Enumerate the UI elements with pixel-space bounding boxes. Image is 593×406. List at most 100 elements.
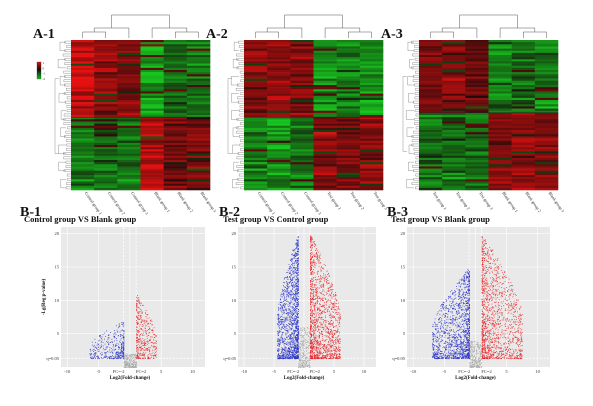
heatmap-cell <box>465 97 489 101</box>
heatmap-cell <box>94 40 118 43</box>
heatmap-cell <box>359 85 384 88</box>
heatmap-cell <box>290 102 314 105</box>
data-point-up <box>311 273 312 275</box>
data-point-ns <box>129 365 131 367</box>
heatmap-cell <box>163 125 188 129</box>
data-point-up <box>317 278 319 280</box>
heatmap-cell <box>290 130 314 133</box>
data-point-down <box>295 299 297 301</box>
data-point-up <box>314 355 316 357</box>
heatmap-cell <box>534 140 559 144</box>
data-point-up <box>142 357 144 359</box>
data-point-up <box>333 337 335 339</box>
data-point-down <box>279 304 281 306</box>
heatmap-cell <box>140 61 164 64</box>
heatmap-cell <box>163 74 188 77</box>
data-point-up <box>140 343 142 345</box>
data-point-down <box>107 335 109 336</box>
data-point-up <box>331 344 333 346</box>
data-point-down <box>293 310 295 312</box>
data-point-down <box>289 334 291 336</box>
heatmap-cell <box>71 55 95 58</box>
data-point-down <box>116 329 118 331</box>
heatmap-cell <box>267 108 291 112</box>
data-point-up <box>310 273 312 275</box>
data-point-up <box>145 320 147 322</box>
data-point-down <box>291 314 293 316</box>
heatmap-cell <box>163 153 188 157</box>
data-point-down <box>292 283 294 285</box>
data-point-down <box>295 358 297 360</box>
heatmap-cell <box>442 155 466 159</box>
data-point-down <box>119 336 121 337</box>
data-point-down <box>90 353 92 355</box>
data-point-up <box>149 332 151 334</box>
data-point-down <box>292 320 294 321</box>
data-point-up <box>311 335 313 336</box>
data-point-down <box>295 301 297 303</box>
data-point-down <box>117 335 119 336</box>
heatmap-cell <box>534 127 559 131</box>
data-point-up <box>149 353 151 354</box>
heatmap-cell <box>186 175 211 178</box>
data-point-up <box>337 308 339 310</box>
data-point-down <box>286 284 288 286</box>
data-point-down <box>296 289 298 290</box>
data-point-up <box>136 309 137 311</box>
data-point-down <box>100 357 102 358</box>
data-point-down <box>285 299 287 301</box>
heatmap-cell <box>336 149 361 152</box>
data-point-down <box>283 358 285 360</box>
data-point-up <box>137 312 139 314</box>
data-point-down <box>107 337 109 339</box>
heatmap-cell <box>465 59 489 62</box>
data-point-up <box>136 356 138 358</box>
heatmap-cell <box>336 95 361 99</box>
heatmap-cell <box>244 183 268 187</box>
data-point-down <box>291 329 293 331</box>
heatmap-cell <box>117 177 141 180</box>
heatmap-cell <box>488 125 512 129</box>
heatmap-cell <box>290 85 314 88</box>
heatmap-cell <box>244 177 268 180</box>
data-point-down <box>120 339 122 341</box>
data-point-down <box>283 295 285 296</box>
data-point-down <box>106 350 108 352</box>
data-point-up <box>137 355 139 357</box>
heatmap-cell <box>163 91 188 94</box>
heatmap-cell <box>94 166 118 169</box>
data-point-down <box>295 321 297 323</box>
heatmap-cell <box>359 153 384 157</box>
data-point-down <box>118 343 120 345</box>
heatmap-cell <box>313 93 337 97</box>
column-label: Control group 2 <box>107 191 126 216</box>
data-point-up <box>314 322 316 324</box>
heatmap-cell <box>465 136 489 139</box>
data-point-up <box>319 281 321 282</box>
data-point-down <box>295 326 297 327</box>
heatmap-cell <box>163 40 188 43</box>
data-point-up <box>326 356 328 358</box>
heatmap-cell <box>442 74 466 77</box>
heatmap-cell <box>313 87 337 90</box>
data-point-up <box>310 268 311 269</box>
heatmap-cell <box>313 106 337 109</box>
heatmap-cell <box>336 123 361 127</box>
heatmap-cell <box>267 127 291 131</box>
heatmap-cell <box>244 44 268 47</box>
data-point-up <box>137 350 139 352</box>
data-point-down <box>290 294 291 296</box>
data-point-up <box>311 334 313 336</box>
data-point-up <box>314 342 315 344</box>
data-point-down <box>297 309 299 311</box>
data-point-down <box>100 342 102 344</box>
heatmap-cell <box>419 78 443 82</box>
data-point-ns <box>126 361 128 362</box>
data-point-down <box>297 348 299 349</box>
data-point-down <box>123 349 125 351</box>
data-point-up <box>320 268 322 270</box>
data-point-down <box>291 259 293 260</box>
data-point-up <box>338 312 340 313</box>
data-point-down <box>290 338 292 339</box>
data-point-down <box>278 307 280 309</box>
